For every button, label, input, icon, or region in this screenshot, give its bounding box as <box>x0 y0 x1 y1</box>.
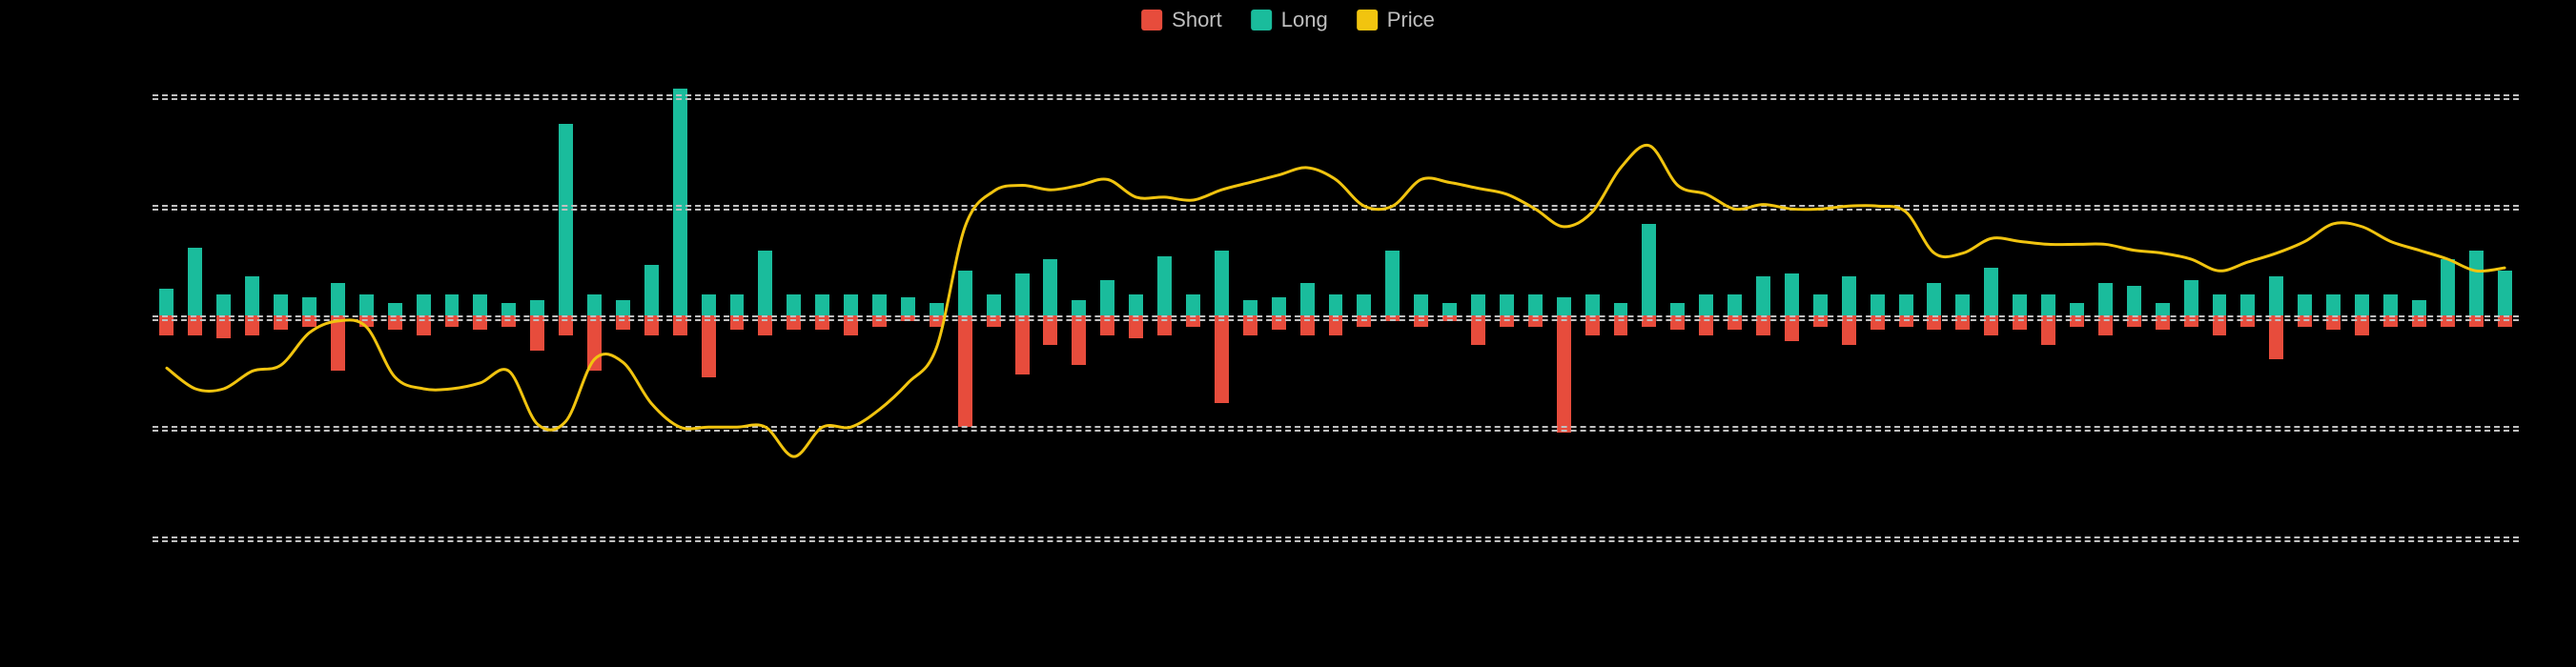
legend-label-long: Long <box>1281 8 1328 32</box>
legend-item-price[interactable]: Price <box>1357 8 1435 32</box>
legend-swatch-price <box>1357 10 1378 30</box>
legend-swatch-long <box>1251 10 1272 30</box>
price-line-layer <box>153 57 2519 610</box>
chart-container: Short Long Price <box>0 0 2576 667</box>
legend-label-short: Short <box>1172 8 1222 32</box>
chart-legend: Short Long Price <box>1141 8 1435 32</box>
price-line <box>167 145 2504 456</box>
legend-item-long[interactable]: Long <box>1251 8 1328 32</box>
legend-label-price: Price <box>1387 8 1435 32</box>
plot-area <box>153 57 2519 610</box>
legend-swatch-short <box>1141 10 1162 30</box>
legend-item-short[interactable]: Short <box>1141 8 1222 32</box>
